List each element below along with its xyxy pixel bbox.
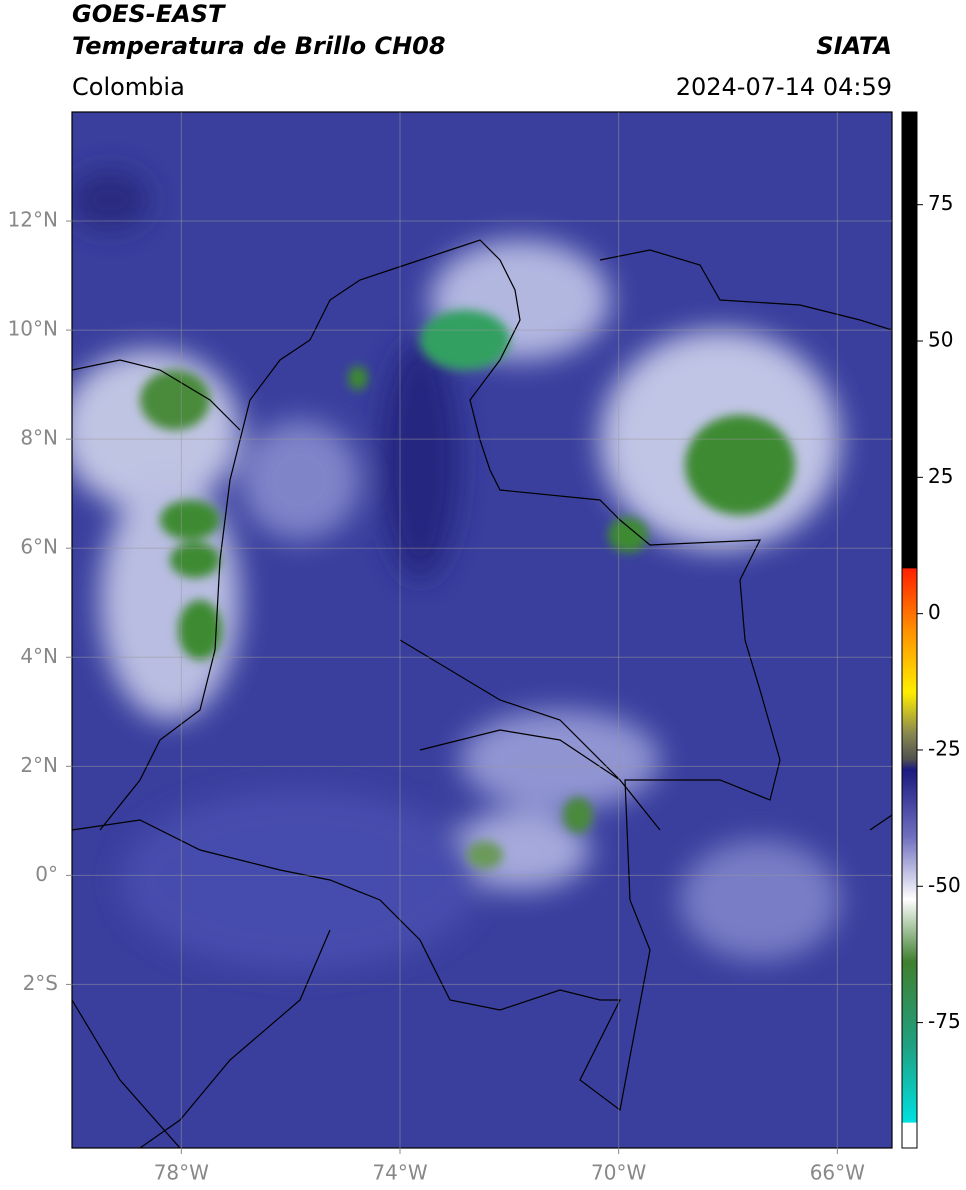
map-frame (71, 111, 893, 1149)
subtitle: Temperatura de Brillo CH08 (72, 32, 446, 60)
timestamp: 2024-07-14 04:59 (676, 73, 892, 101)
region: Colombia (72, 73, 185, 101)
colorbar-tick-label: 0 (928, 600, 941, 624)
satellite-image (72, 112, 892, 1148)
source: SIATA (816, 32, 892, 60)
lat-tick-label: 2°S (23, 971, 58, 995)
colorbar-tick-label: 50 (928, 328, 953, 352)
lat-tick-label: 8°N (20, 426, 58, 450)
lon-tick-label: 74°W (372, 1161, 427, 1185)
colorbar-tick-label: 75 (928, 191, 953, 215)
colorbar-tick-label: 25 (928, 464, 953, 488)
colorbar-tick-label: -50 (928, 873, 961, 897)
lat-tick-label: 2°N (20, 753, 58, 777)
lat-tick-label: 10°N (8, 317, 58, 341)
lat-tick-label: 4°N (20, 644, 58, 668)
lon-tick-label: 66°W (810, 1161, 865, 1185)
lat-tick-label: 0° (35, 862, 58, 886)
colorbar-tick-label: -25 (928, 736, 961, 760)
colorbar-tick-label: -75 (928, 1009, 961, 1033)
title: GOES-EAST (72, 0, 226, 28)
lon-tick-label: 78°W (154, 1161, 209, 1185)
lat-tick-label: 12°N (8, 208, 58, 232)
lon-tick-label: 70°W (591, 1161, 646, 1185)
lat-tick-label: 6°N (20, 535, 58, 559)
colorbar (901, 111, 918, 1149)
